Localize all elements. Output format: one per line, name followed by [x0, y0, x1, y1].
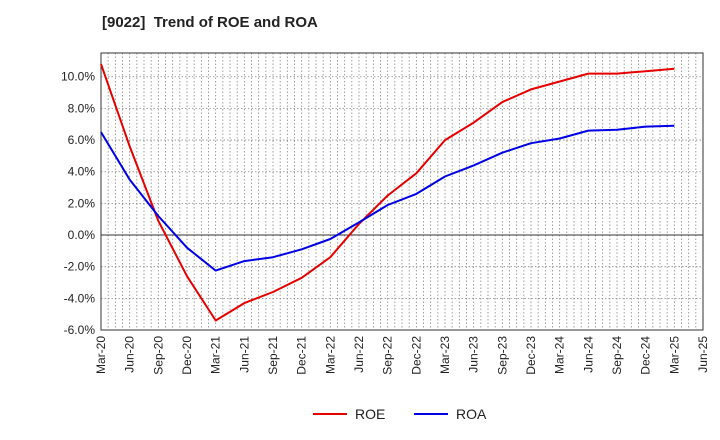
x-tick-label: Mar-20	[94, 336, 108, 374]
x-tick-label: Jun-24	[581, 336, 595, 373]
y-tick-label: 0.0%	[68, 228, 96, 242]
x-tick-label: Sep-21	[266, 336, 280, 375]
x-tick-label: Mar-22	[323, 336, 337, 374]
y-tick-label: 2.0%	[68, 196, 96, 210]
x-tick-label: Mar-25	[667, 336, 681, 374]
x-tick-label: Mar-21	[209, 336, 223, 374]
x-tick-label: Sep-24	[610, 336, 624, 375]
plot-area	[100, 52, 704, 331]
x-tick-label: Sep-22	[381, 336, 395, 375]
y-tick-label: -6.0%	[64, 323, 96, 337]
grid-lines	[101, 53, 703, 330]
x-tick-label: Dec-23	[524, 336, 538, 375]
x-tick-label: Jun-25	[696, 336, 710, 373]
x-tick-label: Jun-23	[467, 336, 481, 373]
legend-label-roa: ROA	[456, 406, 487, 422]
y-tick-label: 4.0%	[68, 165, 96, 179]
x-tick-label: Jun-22	[352, 336, 366, 373]
series-lines	[100, 63, 675, 322]
x-tick-label: Mar-23	[438, 336, 452, 374]
x-tick-label: Jun-21	[237, 336, 251, 373]
chart-title: [9022] Trend of ROE and ROA	[102, 14, 318, 31]
legend: ROE ROA	[313, 406, 487, 422]
legend-label-roe: ROE	[355, 406, 385, 422]
x-tick-label: Mar-24	[553, 336, 567, 374]
y-axis: 10.0% 8.0% 6.0% 4.0% 2.0% 0.0% -2.0% -4.0% -6.0%	[61, 70, 95, 337]
y-tick-label: 6.0%	[68, 133, 96, 147]
series-line-roe	[100, 63, 675, 322]
x-tick-label: Dec-20	[180, 336, 194, 375]
y-tick-label: 8.0%	[68, 101, 96, 115]
x-axis: Mar-20 Jun-20 Sep-20 Dec-20 Mar-21 Jun-21 Sep-…	[94, 336, 710, 375]
x-tick-label: Dec-24	[639, 336, 653, 375]
y-tick-label: -2.0%	[64, 260, 96, 274]
x-tick-label: Sep-20	[151, 336, 165, 375]
y-tick-label: -4.0%	[64, 291, 96, 305]
x-tick-label: Jun-20	[123, 336, 137, 373]
y-tick-label: 10.0%	[61, 70, 95, 84]
x-tick-label: Sep-23	[495, 336, 509, 375]
series-line-roa	[100, 124, 675, 272]
x-tick-label: Dec-21	[295, 336, 309, 375]
x-tick-label: Dec-22	[409, 336, 423, 375]
